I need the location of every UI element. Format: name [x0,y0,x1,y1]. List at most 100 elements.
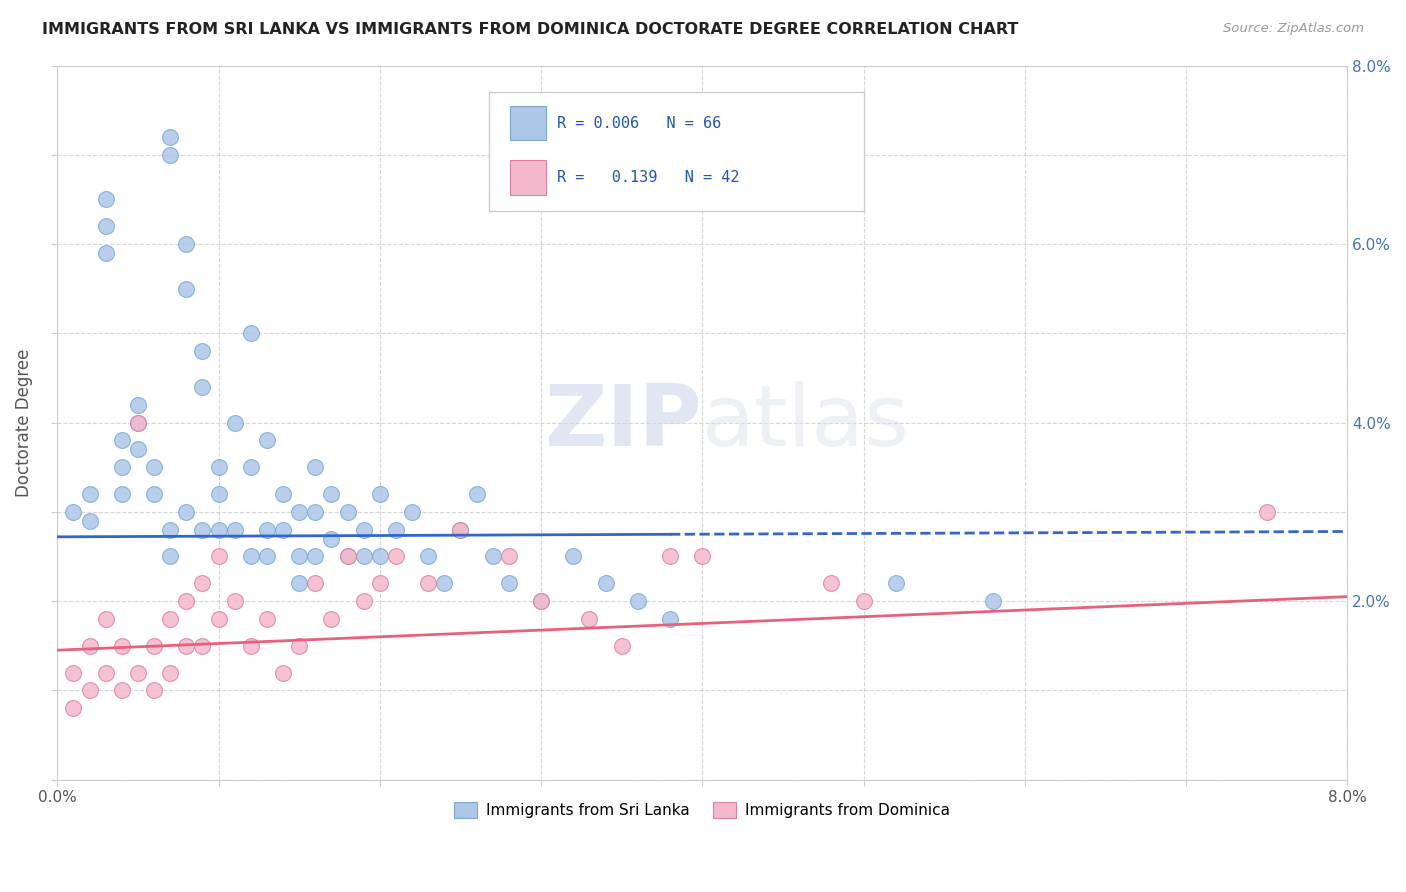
Point [321,487,343,501]
Point [288,639,311,653]
Point [239,639,262,653]
Point [127,398,149,412]
Point [176,594,198,608]
Point [659,612,682,626]
Point [595,576,617,591]
Point [239,326,262,341]
Point [79,514,101,528]
Point [353,523,375,537]
Point [62,701,84,715]
Point [418,576,440,591]
Point [111,683,134,698]
Point [368,576,391,591]
Point [852,594,875,608]
Point [62,665,84,680]
Point [191,639,214,653]
Point [207,460,229,475]
Point [224,523,246,537]
Point [94,246,117,260]
Point [159,130,181,145]
Point [191,576,214,591]
Point [94,665,117,680]
Point [368,549,391,564]
Point [143,639,166,653]
Point [239,549,262,564]
Text: atlas: atlas [702,381,910,464]
Point [304,549,326,564]
Point [176,639,198,653]
Point [191,380,214,394]
Point [304,460,326,475]
Point [353,594,375,608]
Point [627,594,650,608]
Point [207,523,229,537]
Point [271,665,294,680]
Point [191,523,214,537]
Text: IMMIGRANTS FROM SRI LANKA VS IMMIGRANTS FROM DOMINICA DOCTORATE DEGREE CORRELATI: IMMIGRANTS FROM SRI LANKA VS IMMIGRANTS … [42,22,1018,37]
Point [981,594,1004,608]
Point [288,549,311,564]
Point [449,523,471,537]
Point [159,148,181,162]
Point [271,487,294,501]
Point [79,639,101,653]
Point [336,549,359,564]
Point [562,549,585,564]
Point [94,612,117,626]
Point [321,612,343,626]
Point [659,549,682,564]
Point [256,612,278,626]
Point [610,639,633,653]
Point [498,549,520,564]
Point [239,460,262,475]
Point [224,416,246,430]
Point [111,460,134,475]
Point [176,282,198,296]
Point [884,576,907,591]
Point [127,416,149,430]
Point [127,442,149,457]
Point [159,612,181,626]
Point [401,505,423,519]
Point [256,549,278,564]
Point [224,594,246,608]
Point [321,532,343,546]
Point [271,523,294,537]
Point [368,487,391,501]
Point [465,487,488,501]
Point [159,523,181,537]
Point [336,549,359,564]
Point [690,549,713,564]
Point [159,665,181,680]
Point [353,549,375,564]
Point [176,237,198,252]
Point [143,460,166,475]
Point [288,576,311,591]
Point [481,549,503,564]
Point [143,487,166,501]
Point [256,434,278,448]
Point [1256,505,1278,519]
Point [111,639,134,653]
Y-axis label: Doctorate Degree: Doctorate Degree [15,349,32,497]
Point [62,505,84,519]
Point [385,549,408,564]
Point [143,683,166,698]
Point [385,523,408,537]
Point [256,523,278,537]
Point [530,594,553,608]
Text: ZIP: ZIP [544,381,702,464]
Point [79,683,101,698]
Point [433,576,456,591]
Point [127,665,149,680]
Point [176,505,198,519]
Point [530,594,553,608]
Point [127,416,149,430]
Point [578,612,600,626]
Point [111,487,134,501]
Point [207,549,229,564]
Point [159,549,181,564]
Point [418,549,440,564]
Point [449,523,471,537]
Point [207,612,229,626]
